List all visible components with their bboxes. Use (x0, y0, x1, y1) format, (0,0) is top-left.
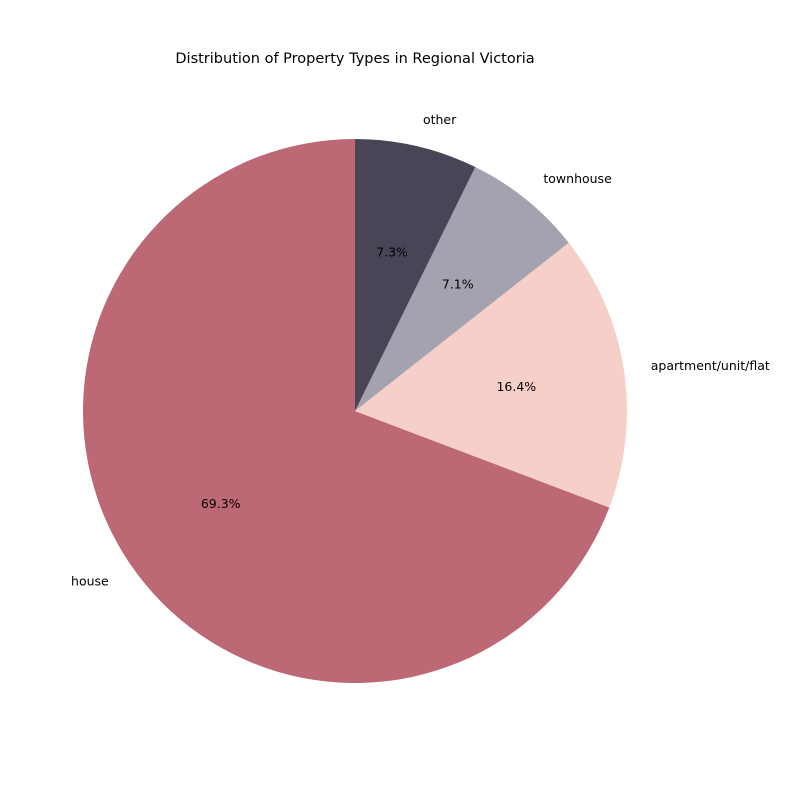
pie-slice-other (355, 139, 476, 411)
slice-label: townhouse (543, 171, 612, 186)
slice-percent-label: 7.1% (442, 277, 474, 292)
pie-slice-house (83, 139, 610, 684)
pie-slices (83, 139, 627, 684)
slice-label: house (71, 573, 109, 588)
slice-percent-label: 16.4% (496, 379, 536, 394)
slice-label: other (423, 112, 457, 127)
pie-slice-apartment-unit-flat (355, 242, 627, 508)
slice-percent-label: 7.3% (376, 245, 408, 260)
slice-label: apartment/unit/flat (651, 358, 770, 373)
chart-title: Distribution of Property Types in Region… (175, 51, 534, 67)
pie-labels: house 69.3% apartment/unit/flat 16.4% townho… (71, 112, 770, 588)
pie-slice-townhouse (355, 167, 569, 411)
slice-percent-label: 69.3% (201, 496, 241, 511)
